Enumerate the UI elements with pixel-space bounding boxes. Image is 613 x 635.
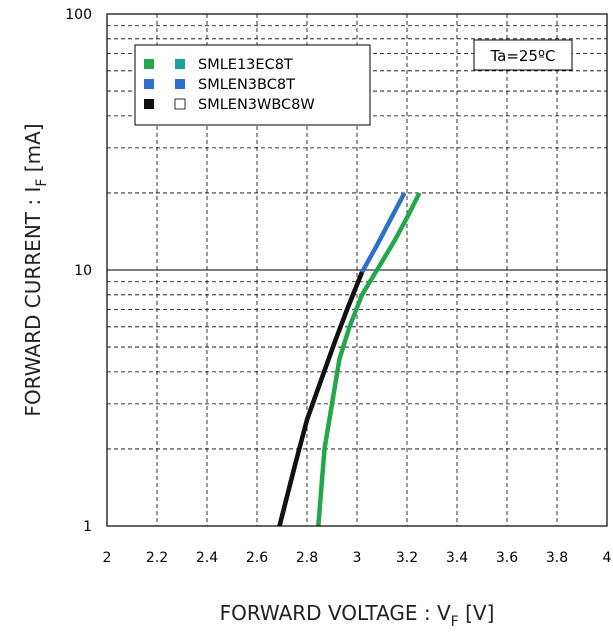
x-tick-label: 2.8 — [296, 550, 318, 566]
legend-marker — [174, 98, 186, 110]
x-tick-label: 3.2 — [396, 550, 418, 566]
series-line-2 — [277, 191, 407, 527]
x-tick-labels: 2 2.2 2.4 2.6 2.8 3 3.2 3.4 3.6 3.8 4 — [103, 550, 612, 566]
temperature-annotation: Ta=25ºC — [473, 39, 573, 71]
legend-marker — [175, 59, 185, 69]
x-tick-label: 2.6 — [246, 550, 268, 566]
x-tick-label: 3.4 — [446, 550, 468, 566]
annotation-box — [473, 39, 573, 71]
legend-marker — [144, 59, 154, 69]
legend-label: SMLEN3WBC8W — [198, 97, 315, 113]
legend-box — [134, 44, 371, 126]
x-tick-label: 2.4 — [196, 550, 218, 566]
legend-marker — [175, 79, 185, 89]
series-line-3 — [277, 271, 365, 527]
series-line-1 — [316, 191, 422, 527]
legend: SMLE13EC8T SMLEN3BC8T SMLEN3WBC8W — [134, 44, 371, 126]
y-tick-labels: 1 10 100 — [65, 7, 92, 535]
x-tick-label: 3 — [353, 550, 362, 566]
legend-label: SMLEN3BC8T — [198, 77, 295, 93]
x-tick-label: 3.6 — [496, 550, 518, 566]
x-tick-label: 2.2 — [146, 550, 168, 566]
x-axis-title: FORWARD VOLTAGE : VF [V] — [220, 601, 495, 630]
y-axis-title: FORWARD CURRENT : IF [mA] — [21, 123, 50, 416]
legend-label: SMLE13EC8T — [198, 57, 293, 73]
y-tick-label: 10 — [74, 263, 92, 279]
legend-marker — [144, 99, 154, 109]
x-tick-label: 3.8 — [546, 550, 568, 566]
x-tick-label: 2 — [103, 550, 112, 566]
plot-frame — [106, 13, 608, 527]
y-tick-label: 100 — [65, 7, 92, 23]
x-tick-label: 4 — [603, 550, 612, 566]
annotation-text: Ta=25ºC — [489, 47, 555, 65]
series-lines — [277, 191, 422, 527]
legend-marker — [144, 79, 154, 89]
y-tick-label: 1 — [83, 519, 92, 535]
